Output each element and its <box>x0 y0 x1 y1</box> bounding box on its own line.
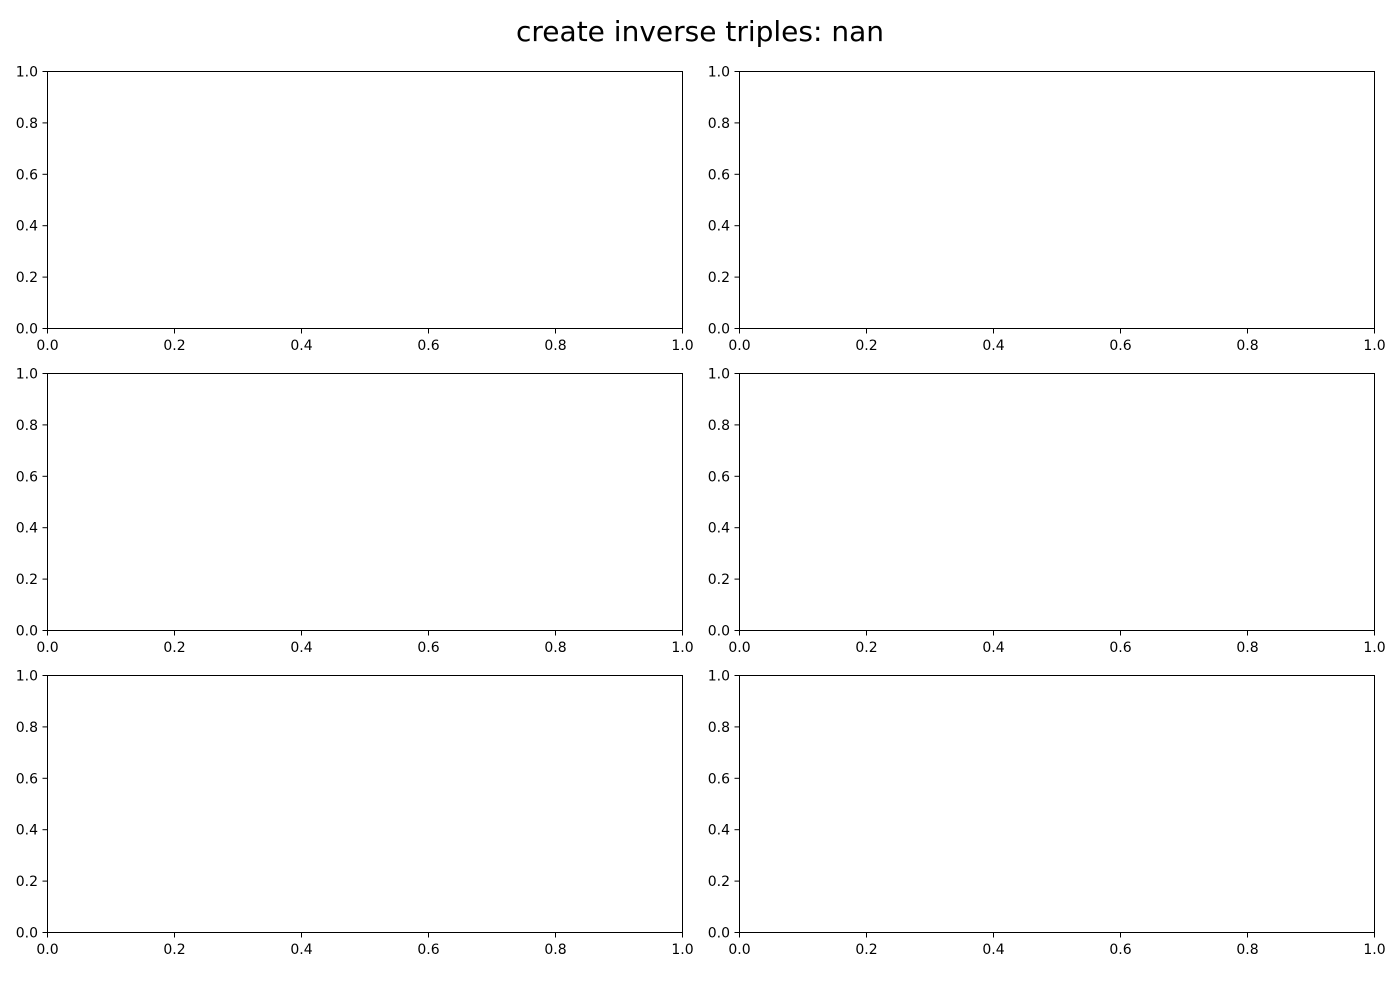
plot-frame <box>739 71 1375 329</box>
y-tick-label: 1.0 <box>16 367 38 383</box>
x-tick-label: 0.0 <box>728 338 750 354</box>
x-tick-label: 0.0 <box>36 942 58 958</box>
y-tick-label: 0.0 <box>16 624 38 640</box>
figure-title: create inverse triples: nan <box>516 15 884 48</box>
y-tick-label: 0.4 <box>16 219 38 235</box>
plot-frame <box>739 373 1375 631</box>
y-tick-label: 0.0 <box>16 926 38 942</box>
plot-frame <box>739 675 1375 933</box>
x-tick-label: 0.6 <box>417 338 439 354</box>
y-tick-label: 0.2 <box>708 874 730 890</box>
x-tick-label: 0.8 <box>544 338 566 354</box>
x-tick-label: 0.2 <box>855 640 877 656</box>
y-tick-label: 0.6 <box>708 167 730 183</box>
subplot-6: 0.0 0.2 0.4 0.6 0.8 1.0 0.0 0.2 0.4 0.6 0.8 1.0 <box>708 669 1386 959</box>
y-tick-label: 0.6 <box>16 167 38 183</box>
y-tick-label: 0.4 <box>16 823 38 839</box>
x-tick-label: 0.0 <box>728 640 750 656</box>
y-tick-label: 0.0 <box>708 322 730 338</box>
y-tick-label: 1.0 <box>708 65 730 81</box>
subplot-4: 0.0 0.2 0.4 0.6 0.8 1.0 0.0 0.2 0.4 0.6 0.8 1.0 <box>708 367 1386 657</box>
plot-frame <box>47 373 683 631</box>
y-tick-label: 0.8 <box>16 720 38 736</box>
y-tick-label: 1.0 <box>708 669 730 685</box>
y-tick-label: 0.0 <box>708 624 730 640</box>
y-tick-label: 1.0 <box>16 669 38 685</box>
plot-frame <box>47 675 683 933</box>
x-tick-label: 0.4 <box>290 942 312 958</box>
y-tick-label: 0.0 <box>708 926 730 942</box>
x-tick-label: 0.4 <box>982 942 1004 958</box>
x-tick-label: 0.4 <box>290 338 312 354</box>
x-tick-label: 0.8 <box>1236 942 1258 958</box>
x-tick-label: 0.6 <box>1109 942 1131 958</box>
x-tick-label: 0.2 <box>855 338 877 354</box>
y-tick-label: 0.4 <box>16 521 38 537</box>
y-tick-label: 0.0 <box>16 322 38 338</box>
x-tick-label: 0.0 <box>36 338 58 354</box>
y-tick-label: 0.8 <box>16 116 38 132</box>
x-tick-label: 0.2 <box>163 338 185 354</box>
x-tick-label: 0.8 <box>544 942 566 958</box>
y-tick-label: 0.2 <box>16 572 38 588</box>
y-tick-label: 0.2 <box>16 874 38 890</box>
y-tick-label: 0.8 <box>16 418 38 434</box>
subplot-2: 0.0 0.2 0.4 0.6 0.8 1.0 0.0 0.2 0.4 0.6 0.8 1.0 <box>708 65 1386 355</box>
x-tick-label: 1.0 <box>671 640 693 656</box>
y-tick-label: 0.2 <box>708 270 730 286</box>
x-tick-label: 0.6 <box>1109 338 1131 354</box>
y-tick-label: 0.4 <box>708 521 730 537</box>
y-tick-label: 0.4 <box>708 823 730 839</box>
y-tick-label: 0.8 <box>708 720 730 736</box>
y-tick-label: 1.0 <box>16 65 38 81</box>
x-tick-label: 0.4 <box>982 338 1004 354</box>
y-tick-label: 0.8 <box>708 116 730 132</box>
x-tick-label: 0.2 <box>163 942 185 958</box>
x-tick-label: 0.2 <box>855 942 877 958</box>
x-tick-label: 0.6 <box>417 640 439 656</box>
x-tick-label: 1.0 <box>671 942 693 958</box>
y-tick-label: 0.2 <box>708 572 730 588</box>
x-tick-label: 0.0 <box>728 942 750 958</box>
x-tick-label: 0.8 <box>1236 640 1258 656</box>
plot-frame <box>47 71 683 329</box>
subplot-1: 0.0 0.2 0.4 0.6 0.8 1.0 0.0 0.2 0.4 0.6 0.8 1.0 <box>16 65 694 355</box>
y-tick-label: 0.6 <box>16 469 38 485</box>
y-tick-label: 0.8 <box>708 418 730 434</box>
x-tick-label: 1.0 <box>1363 338 1385 354</box>
subplot-5: 0.0 0.2 0.4 0.6 0.8 1.0 0.0 0.2 0.4 0.6 0.8 1.0 <box>16 669 694 959</box>
x-tick-label: 1.0 <box>1363 942 1385 958</box>
x-tick-label: 0.4 <box>982 640 1004 656</box>
y-tick-label: 0.6 <box>708 771 730 787</box>
y-tick-label: 1.0 <box>708 367 730 383</box>
y-tick-label: 0.6 <box>708 469 730 485</box>
y-tick-label: 0.2 <box>16 270 38 286</box>
x-tick-label: 0.4 <box>290 640 312 656</box>
y-tick-label: 0.4 <box>708 219 730 235</box>
x-tick-label: 1.0 <box>671 338 693 354</box>
x-tick-label: 0.8 <box>1236 338 1258 354</box>
x-tick-label: 1.0 <box>1363 640 1385 656</box>
x-tick-label: 0.8 <box>544 640 566 656</box>
x-tick-label: 0.6 <box>417 942 439 958</box>
subplot-3: 0.0 0.2 0.4 0.6 0.8 1.0 0.0 0.2 0.4 0.6 0.8 1.0 <box>16 367 694 657</box>
x-tick-label: 0.6 <box>1109 640 1131 656</box>
x-tick-label: 0.0 <box>36 640 58 656</box>
y-tick-label: 0.6 <box>16 771 38 787</box>
x-tick-label: 0.2 <box>163 640 185 656</box>
